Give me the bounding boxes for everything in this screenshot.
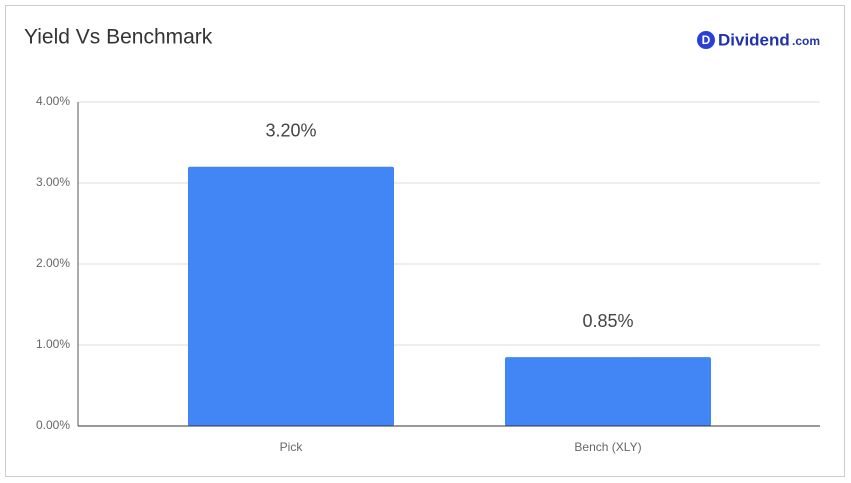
logo-suffix: .com (792, 34, 820, 48)
x-tick-label: Bench (XLY) (574, 440, 641, 454)
logo-icon: D (702, 33, 711, 47)
value-label: 3.20% (265, 121, 316, 141)
bar (504, 357, 712, 426)
x-tick-label: Pick (280, 440, 304, 454)
y-tick-label: 4.00% (36, 94, 70, 108)
bar (187, 166, 395, 427)
y-tick-label: 1.00% (36, 337, 70, 351)
logo-icon-bg (697, 31, 715, 49)
value-label: 0.85% (582, 311, 633, 331)
chart-title: Yield Vs Benchmark (24, 26, 213, 49)
chart-frame (5, 5, 845, 477)
logo-name: Dividend (718, 30, 790, 49)
y-tick-label: 3.00% (36, 175, 70, 189)
y-tick-label: 0.00% (36, 418, 70, 432)
y-tick-label: 2.00% (36, 256, 70, 270)
